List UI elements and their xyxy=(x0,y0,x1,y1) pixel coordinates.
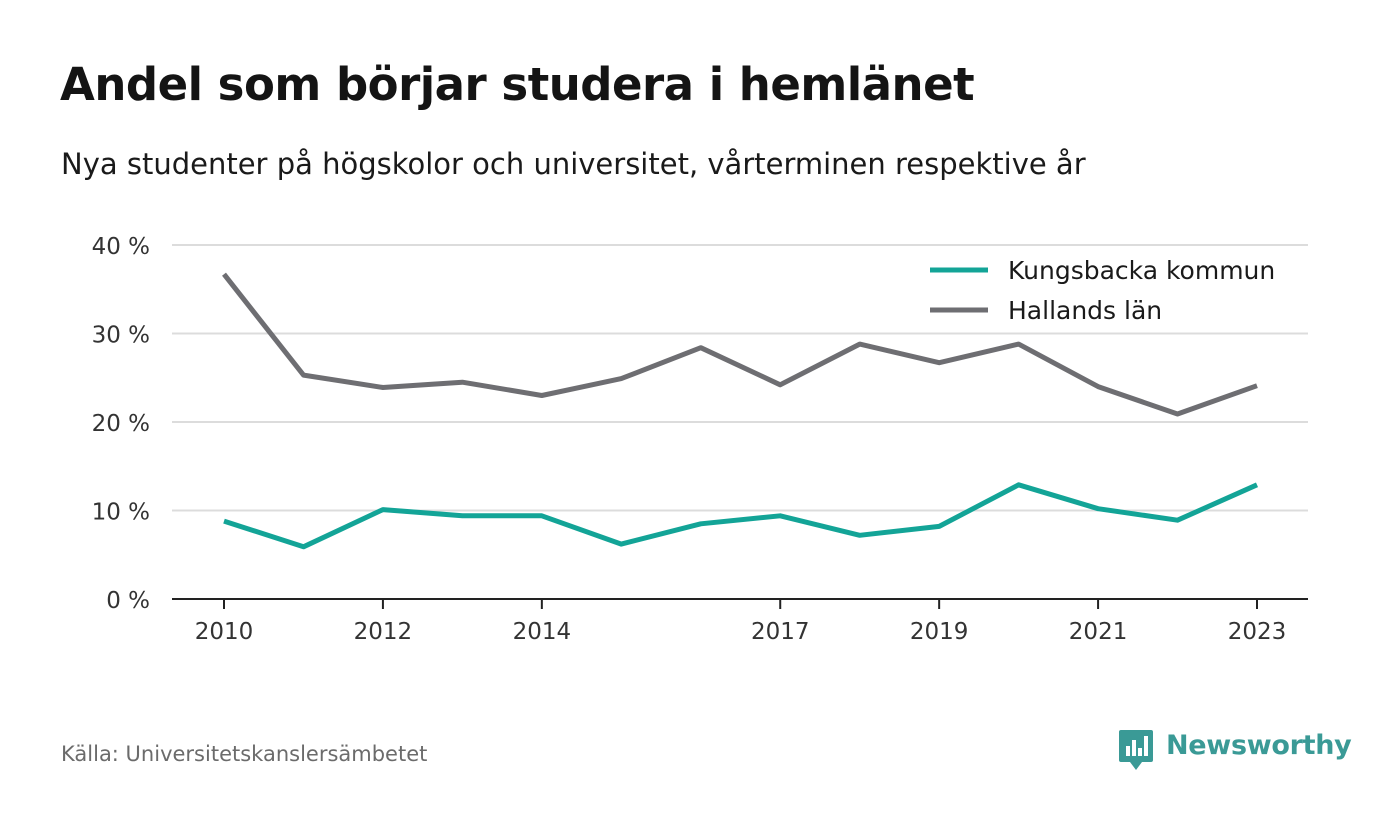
brand-name: Newsworthy xyxy=(1166,730,1352,761)
newsworthy-logo-icon xyxy=(1119,730,1153,770)
x-tick-label: 2014 xyxy=(513,619,572,645)
x-tick-label: 2010 xyxy=(195,619,254,645)
legend-label-0: Kungsbacka kommun xyxy=(1008,256,1275,285)
series-line-1 xyxy=(222,272,1258,417)
y-tick-label: 20 % xyxy=(92,411,150,437)
y-tick-label: 30 % xyxy=(92,323,150,349)
y-tick-label: 10 % xyxy=(92,500,150,526)
y-tick-label: 0 % xyxy=(106,588,150,614)
legend-background xyxy=(920,246,1292,332)
source-note: Källa: Universitetskanslersämbetet xyxy=(61,742,428,766)
chart-title: Andel som börjar studera i hemlänet xyxy=(60,58,975,111)
x-tick-label: 2021 xyxy=(1069,619,1128,645)
legend-label-1: Hallands län xyxy=(1008,296,1162,325)
x-tick-label: 2012 xyxy=(354,619,413,645)
series-line-0 xyxy=(223,482,1259,550)
x-tick-label: 2017 xyxy=(751,619,810,645)
x-tick-label: 2023 xyxy=(1228,619,1287,645)
x-tick-label: 2019 xyxy=(910,619,969,645)
chart-subtitle: Nya studenter på högskolor och universit… xyxy=(61,147,1086,181)
brand-logo: Newsworthy xyxy=(1118,728,1352,772)
y-tick-label: 40 % xyxy=(92,234,150,260)
